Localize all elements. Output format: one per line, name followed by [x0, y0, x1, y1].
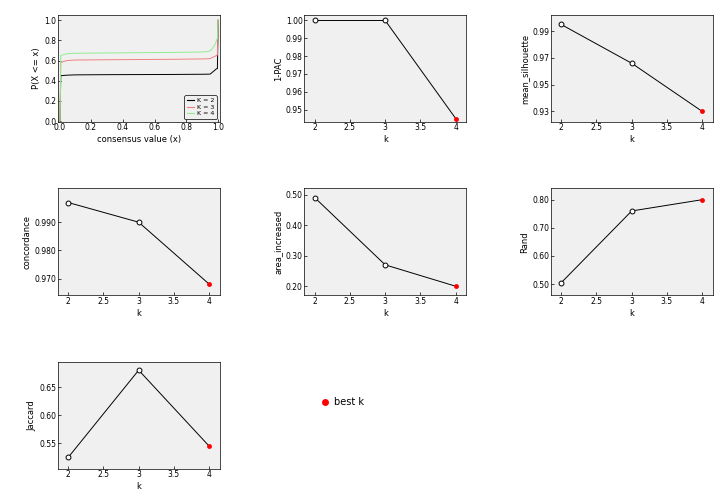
X-axis label: k: k: [383, 135, 387, 144]
Y-axis label: 1-PAC: 1-PAC: [274, 56, 283, 81]
Y-axis label: Jaccard: Jaccard: [27, 400, 37, 430]
X-axis label: k: k: [383, 308, 387, 318]
Y-axis label: mean_silhouette: mean_silhouette: [521, 34, 529, 104]
X-axis label: k: k: [629, 308, 634, 318]
Y-axis label: P(X <= x): P(X <= x): [32, 48, 41, 89]
X-axis label: k: k: [629, 135, 634, 144]
X-axis label: k: k: [136, 308, 141, 318]
Y-axis label: area_increased: area_increased: [274, 210, 283, 274]
X-axis label: k: k: [136, 482, 141, 491]
Legend: best k: best k: [317, 393, 367, 411]
Y-axis label: concordance: concordance: [22, 215, 32, 269]
Legend: K = 2, K = 3, K = 4: K = 2, K = 3, K = 4: [184, 95, 217, 119]
Y-axis label: Rand: Rand: [521, 231, 529, 253]
X-axis label: consensus value (x): consensus value (x): [96, 135, 181, 144]
